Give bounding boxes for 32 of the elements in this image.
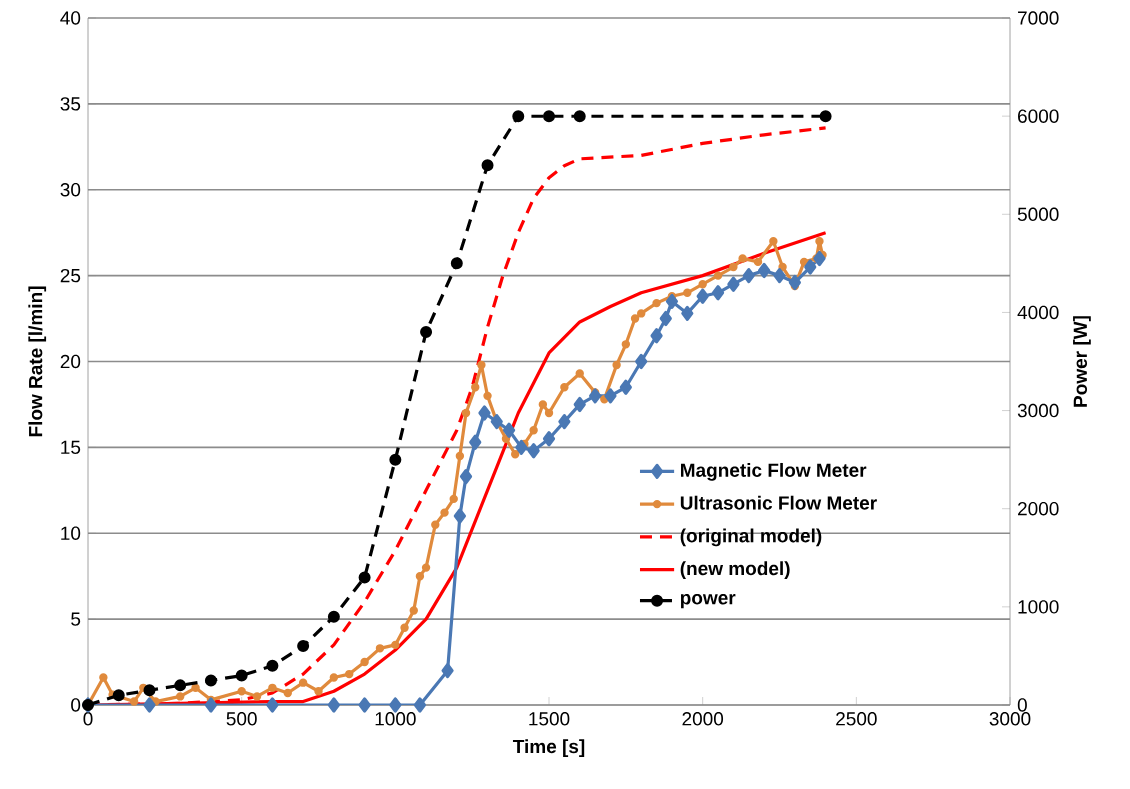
y2-tick-label: 1000: [1018, 600, 1059, 614]
y2-axis-title: Power [W]: [1073, 316, 1091, 407]
y-tick-label: 20: [60, 354, 81, 369]
legend-label: Magnetic Flow Meter: [681, 462, 867, 481]
y2-tick-label: 4000: [1017, 305, 1059, 320]
x-tick-label: 2500: [836, 712, 877, 726]
y-tick-label: 5: [71, 612, 81, 626]
y-tick-label: 30: [60, 183, 81, 197]
y-tick-label: 25: [60, 268, 81, 283]
y-tick-label: 10: [61, 526, 81, 540]
x-axis-title: Time [s]: [512, 739, 585, 757]
legend-label: (new model): [680, 561, 790, 579]
y2-tick-label: 3000: [1017, 403, 1059, 418]
y-tick-label: 0: [71, 698, 81, 712]
y2-tick-label: 2000: [1018, 501, 1059, 516]
y-tick-label: 40: [60, 11, 81, 25]
y2-tick-label: 0: [1017, 698, 1027, 712]
x-tick-label: 0: [83, 712, 93, 726]
x-tick-label: 2000: [682, 712, 724, 726]
legend-label: power: [680, 594, 736, 609]
legend-label: Ultrasonic Flow Meter: [680, 495, 877, 510]
x-tick-label: 1500: [529, 712, 570, 726]
y2-tick-label: 7000: [1018, 11, 1059, 25]
x-tick-label: 500: [226, 712, 257, 726]
y2-tick-label: 6000: [1018, 109, 1059, 123]
y-tick-label: 15: [61, 440, 81, 455]
x-tick-label: 1000: [375, 712, 416, 726]
y-tick-label: 35: [60, 97, 81, 111]
y2-tick-label: 5000: [1017, 207, 1059, 222]
x-tick-label: 3000: [989, 712, 1031, 726]
y-axis-title: Flow Rate [l/min]: [28, 286, 47, 437]
legend-label: (original model): [680, 528, 822, 547]
